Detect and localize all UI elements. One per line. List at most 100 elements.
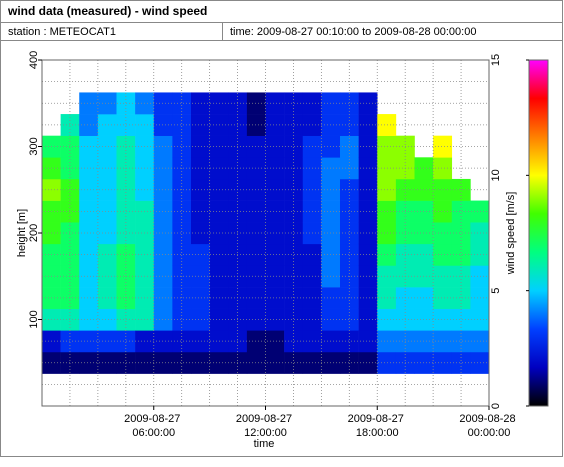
heat-cell [172, 330, 192, 353]
heat-cell [79, 265, 99, 288]
heat-cell [60, 330, 80, 353]
heat-cell [284, 135, 304, 158]
heat-cell [246, 157, 266, 180]
heat-cell [377, 265, 397, 288]
heat-cell [97, 287, 117, 309]
y-tick-label: 300 [28, 137, 40, 155]
colorbar-tick-label: 10 [490, 169, 502, 181]
heat-cell [358, 200, 378, 223]
heat-cell [79, 157, 99, 180]
heat-cell [284, 308, 304, 331]
heat-cell [97, 135, 117, 158]
heat-cell [97, 178, 117, 201]
heat-cell [433, 287, 453, 309]
y-tick-label: 400 [28, 51, 40, 69]
colorbar-label: wind speed [m/s] [505, 192, 517, 276]
heat-cell [191, 308, 210, 331]
heat-cell [246, 330, 266, 353]
heat-cell [60, 287, 80, 309]
heat-cell [153, 287, 173, 309]
heat-cell [79, 222, 99, 245]
heat-cell [358, 243, 378, 266]
heat-cell [79, 135, 99, 158]
heat-cell [79, 92, 99, 115]
heat-cell [284, 92, 304, 115]
heat-cell [358, 308, 378, 331]
heat-cell [79, 330, 99, 353]
heat-cell [191, 351, 210, 374]
heat-cell [153, 330, 173, 353]
heat-cell [191, 200, 210, 223]
heat-cell [340, 92, 359, 115]
heat-cell [265, 351, 285, 374]
heat-cell [377, 114, 397, 136]
heat-cell [451, 200, 471, 223]
heat-cell [340, 287, 359, 309]
heat-cell [246, 114, 266, 136]
heat-cell [265, 135, 285, 158]
heat-cell [191, 222, 210, 245]
heat-cell [172, 351, 192, 374]
heat-cell [340, 200, 359, 223]
heat-cell [191, 330, 210, 353]
heat-cell [377, 351, 397, 374]
heat-cell [377, 330, 397, 353]
heat-cell [265, 157, 285, 180]
heat-cell [116, 308, 136, 331]
heat-cell [377, 222, 397, 245]
heat-cell [451, 330, 471, 353]
heat-cell [172, 222, 192, 245]
heat-cell [433, 351, 453, 374]
heat-cell [358, 114, 378, 136]
colorbar [528, 59, 549, 407]
station: station : METEOCAT1 [8, 26, 116, 38]
heat-cell [97, 243, 117, 266]
heat-cell [451, 287, 471, 309]
heat-cell [153, 222, 173, 245]
heat-cell [358, 157, 378, 180]
heat-cell [116, 287, 136, 309]
heat-cell [153, 157, 173, 180]
heat-cell [377, 287, 397, 309]
heat-cell [470, 200, 490, 223]
heat-cell [433, 157, 453, 180]
heat-cell [97, 330, 117, 353]
heat-cell [377, 200, 397, 223]
heat-cell [79, 114, 99, 136]
y-tick-label: 100 [28, 310, 40, 328]
heat-cell [377, 243, 397, 266]
x-axis-label: time [254, 438, 275, 450]
heat-cell [172, 243, 192, 266]
heat-cell [246, 287, 266, 309]
heat-cell [172, 308, 192, 331]
heat-cell [265, 287, 285, 309]
heat-cell [284, 287, 304, 309]
heat-cell [97, 200, 117, 223]
heat-cell [358, 287, 378, 309]
heat-cell [60, 243, 80, 266]
heat-cell [265, 200, 285, 223]
heat-cell [265, 114, 285, 136]
heat-cell [191, 265, 210, 288]
heat-cell [265, 222, 285, 245]
heat-cell [246, 178, 266, 201]
heat-cell [153, 178, 173, 201]
heat-cell [377, 178, 397, 201]
heat-cell [191, 287, 210, 309]
heat-cell [265, 178, 285, 201]
heat-cell [284, 351, 304, 374]
heat-cell [265, 243, 285, 266]
heat-cell [433, 265, 453, 288]
heat-cell [433, 243, 453, 266]
heat-cell [358, 178, 378, 201]
heat-cell [470, 330, 490, 353]
heat-cell [116, 243, 136, 266]
heat-cell [265, 92, 285, 115]
heat-cell [116, 222, 136, 245]
heat-cell [191, 178, 210, 201]
heat-cell [265, 330, 285, 353]
heat-cell [433, 330, 453, 353]
heat-cell [172, 135, 192, 158]
heat-cell [60, 114, 80, 136]
